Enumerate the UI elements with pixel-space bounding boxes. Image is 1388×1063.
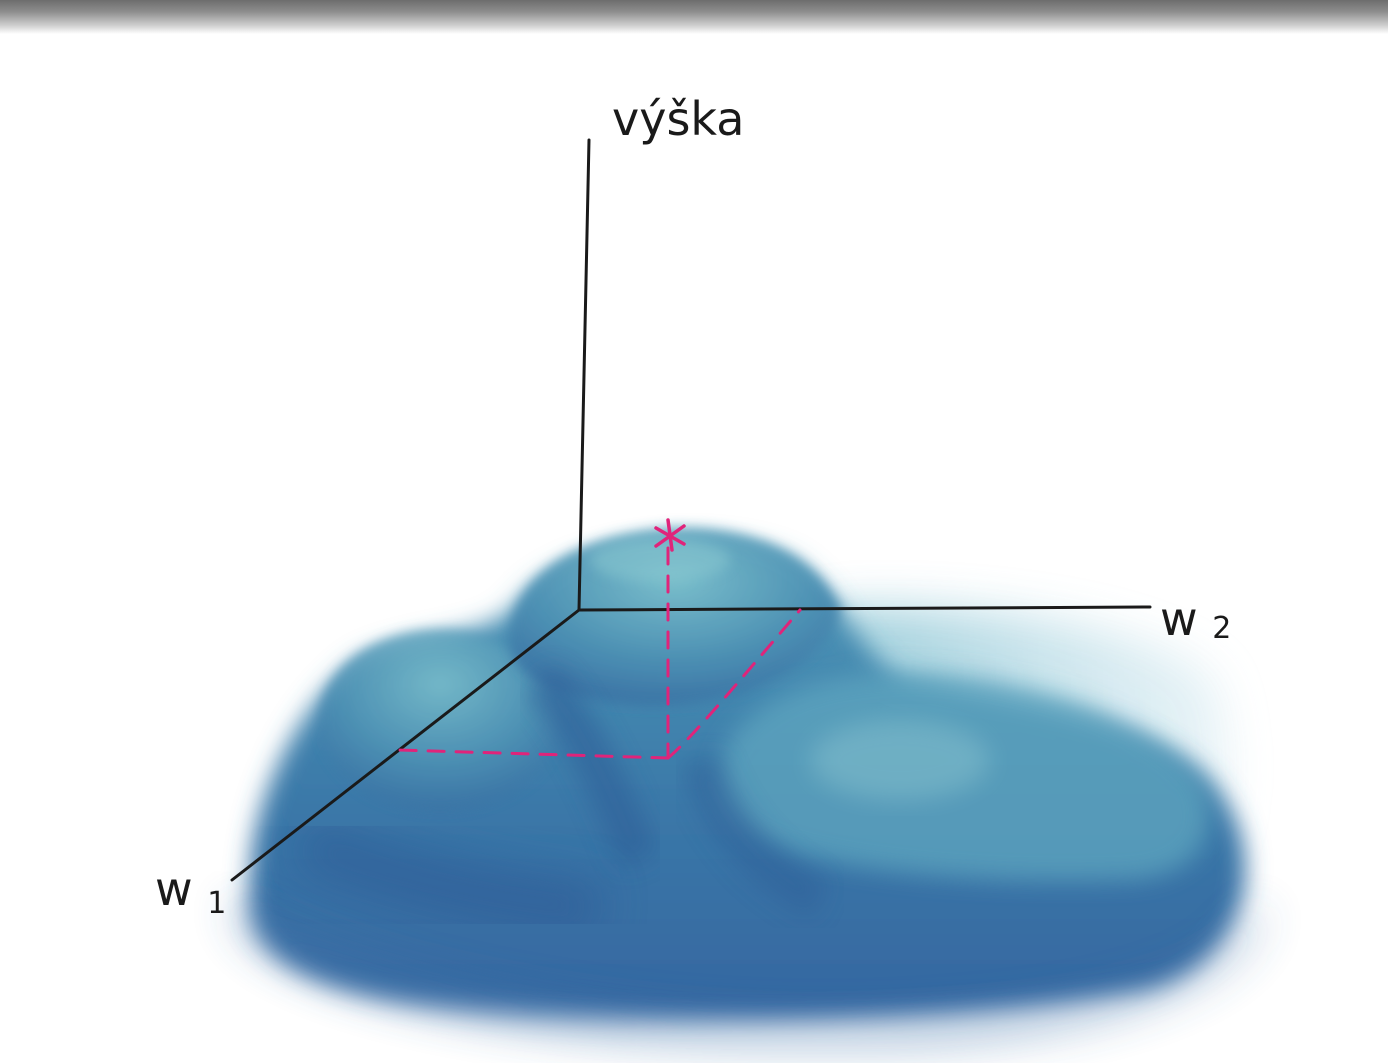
w2-axis-label: w 2	[1160, 592, 1231, 646]
w2-axis	[577, 605, 1152, 612]
w1-axis-label: w 1	[155, 862, 226, 921]
window-top-shadow	[0, 0, 1388, 34]
w1-axis-subscript: 1	[207, 886, 226, 921]
peak-projection	[396, 546, 802, 760]
w1-projection-line	[396, 748, 670, 760]
w2-axis-letter: w	[1160, 592, 1198, 646]
w2-axis-subscript: 2	[1212, 611, 1231, 646]
vertical-axis-label: výška	[612, 92, 744, 146]
w1-axis	[230, 608, 581, 882]
w1-axis-letter: w	[155, 862, 193, 916]
asterisk-icon	[654, 518, 686, 552]
vertical-axis	[577, 138, 591, 612]
loss-surface	[230, 527, 1261, 1042]
axes	[230, 138, 1152, 882]
w2-projection-line	[666, 608, 802, 760]
